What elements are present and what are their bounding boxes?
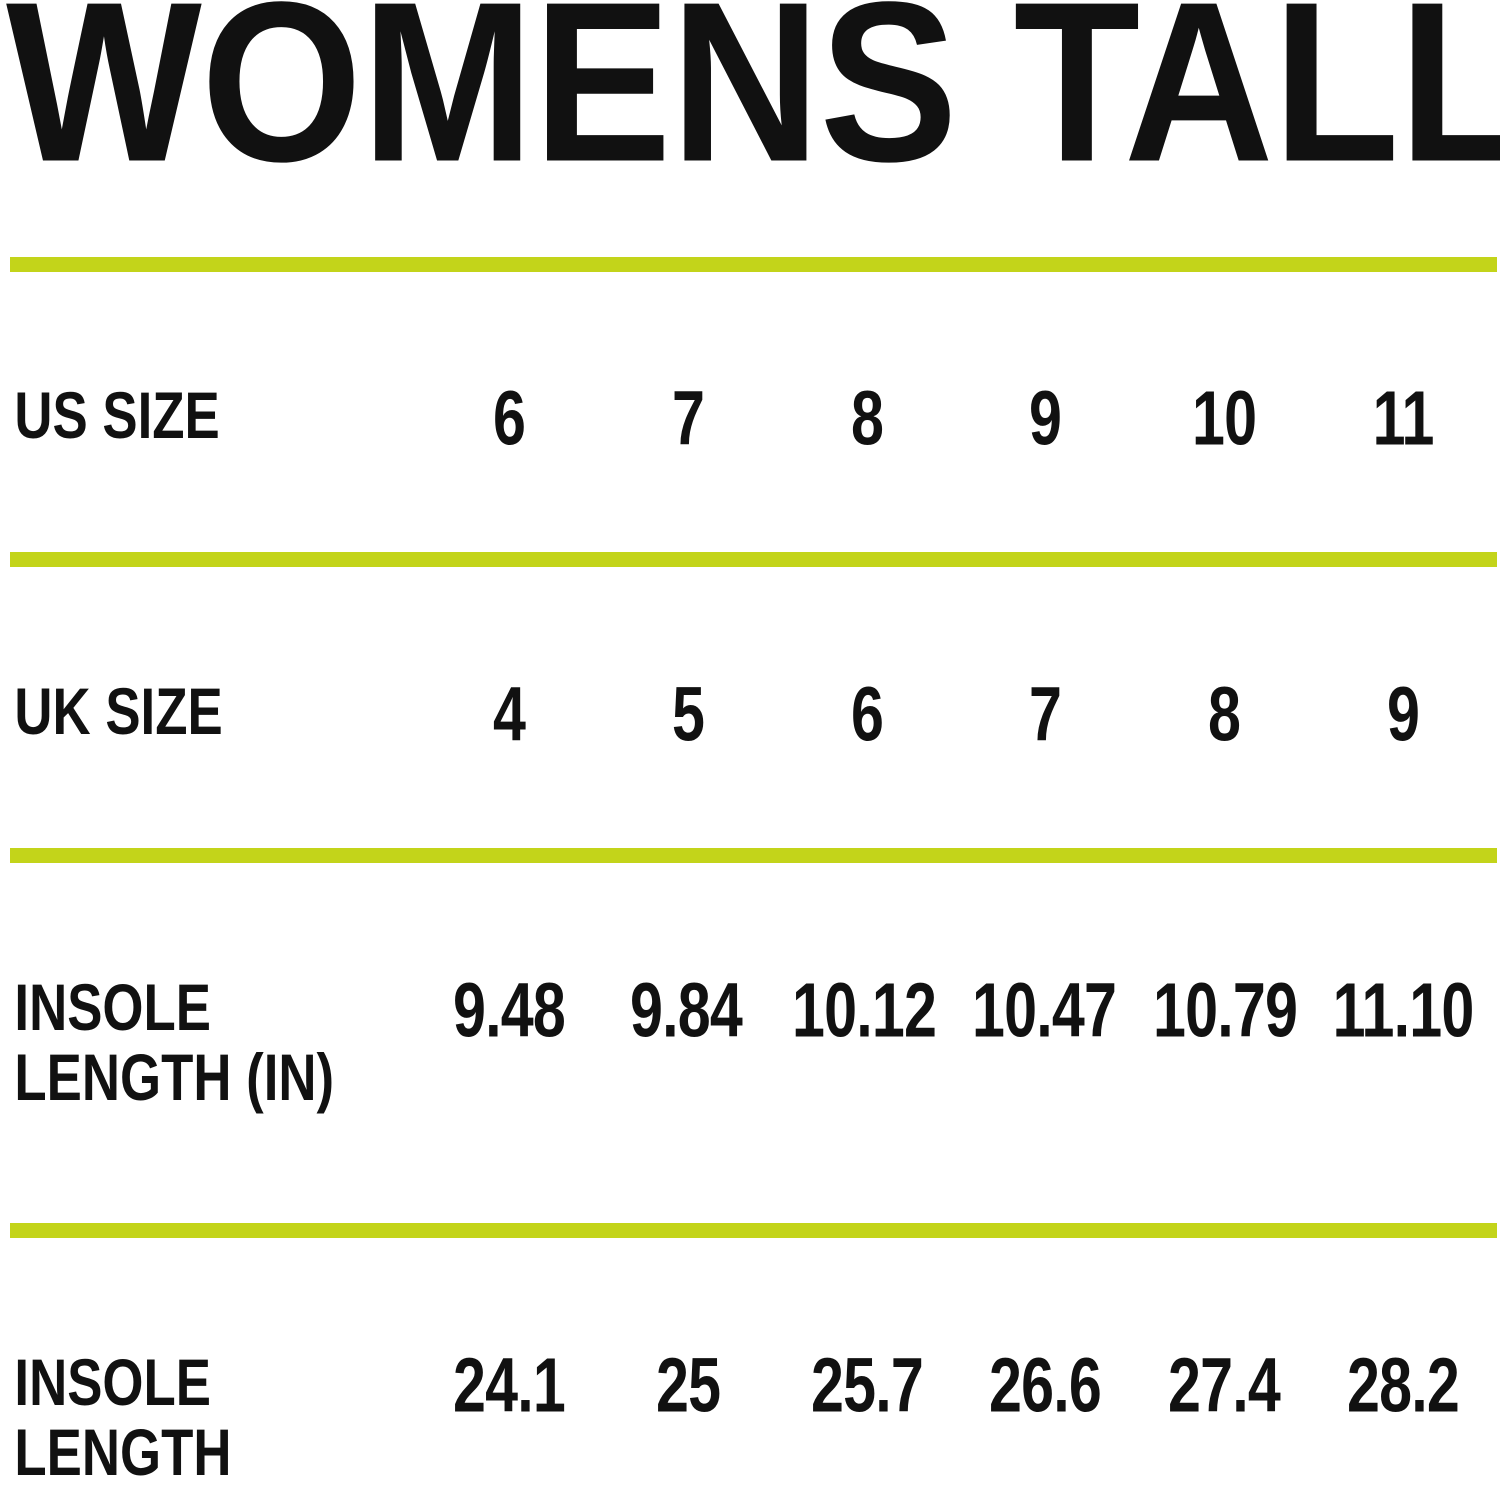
cell-value: 10.12	[792, 966, 937, 1054]
table-cell: 8	[1135, 670, 1314, 758]
divider-rule-4	[10, 1223, 1497, 1238]
table-row-uk-size: UK SIZE 4 5 6 7 8 9	[0, 670, 1500, 758]
table-cell: 25.7	[777, 1341, 956, 1429]
cell-value: 9	[1386, 670, 1420, 758]
cell-value: 8	[850, 374, 884, 462]
table-cell: 10.12	[774, 966, 954, 1054]
table-cell: 10	[1135, 374, 1314, 462]
row-values-uk-size: 4 5 6 7 8 9	[420, 670, 1500, 758]
table-cell: 4	[420, 670, 599, 758]
cell-value: 10.47	[972, 966, 1117, 1054]
table-cell: 9.48	[420, 966, 597, 1054]
cell-value: 9.48	[452, 966, 566, 1054]
row-label-insole-length-cm: INSOLE LENGTH (CM)	[14, 1345, 232, 1486]
page-title: WOMENS TALL BOOTS	[6, 0, 1500, 210]
cell-value: 6	[493, 374, 526, 462]
table-cell: 11	[1313, 374, 1492, 462]
row-values-insole-length-cm: 24.1 25 25.7 26.6 27.4 28.2	[420, 1341, 1500, 1429]
table-cell: 10.79	[1135, 966, 1315, 1054]
cell-value: 9	[1029, 374, 1062, 462]
cell-value: 8	[1207, 670, 1241, 758]
cell-value: 9.84	[629, 966, 743, 1054]
table-cell: 11.10	[1315, 966, 1492, 1054]
row-label-uk-size: UK SIZE	[14, 674, 223, 748]
cell-value: 7	[671, 374, 705, 462]
cell-value: 24.1	[453, 1341, 566, 1429]
divider-rule-3	[10, 848, 1497, 863]
table-cell: 24.1	[420, 1341, 599, 1429]
table-cell: 7	[599, 374, 778, 462]
cell-value: 7	[1029, 670, 1062, 758]
cell-value: 26.6	[989, 1341, 1102, 1429]
cell-value: 4	[493, 670, 526, 758]
table-cell: 10.47	[954, 966, 1134, 1054]
cell-value: 27.4	[1168, 1341, 1281, 1429]
table-cell: 9	[1313, 670, 1492, 758]
table-cell: 27.4	[1135, 1341, 1314, 1429]
table-cell: 6	[420, 374, 599, 462]
table-cell: 8	[777, 374, 956, 462]
row-label-us-size: US SIZE	[14, 378, 220, 452]
cell-value: 25.7	[810, 1341, 924, 1429]
table-cell: 5	[599, 670, 778, 758]
row-values-insole-length-in: 9.48 9.84 10.12 10.47 10.79 11.10	[420, 966, 1500, 1054]
table-cell: 9	[956, 374, 1135, 462]
cell-value: 6	[850, 670, 884, 758]
cell-value: 11	[1372, 374, 1434, 462]
cell-value: 10	[1191, 374, 1257, 462]
table-row-us-size: US SIZE 6 7 8 9 10 11	[0, 374, 1500, 462]
cell-value: 28.2	[1346, 1341, 1460, 1429]
cell-value: 25	[655, 1341, 721, 1429]
table-row-insole-length-cm: INSOLE LENGTH (CM) 24.1 25 25.7 26.6 27.…	[0, 1341, 1500, 1486]
divider-rule-2	[10, 552, 1497, 567]
divider-rule-1	[10, 257, 1497, 272]
table-row-insole-length-in: INSOLE LENGTH (IN) 9.48 9.84 10.12 10.47…	[0, 966, 1500, 1114]
table-cell: 28.2	[1313, 1341, 1492, 1429]
table-cell: 7	[956, 670, 1135, 758]
table-cell: 9.84	[597, 966, 774, 1054]
cell-value: 10.79	[1152, 966, 1298, 1054]
cell-value: 5	[671, 670, 705, 758]
table-cell: 6	[777, 670, 956, 758]
row-label-insole-length-in: INSOLE LENGTH (IN)	[14, 970, 335, 1114]
cell-value: 11.10	[1332, 966, 1475, 1054]
row-values-us-size: 6 7 8 9 10 11	[420, 374, 1500, 462]
table-cell: 25	[599, 1341, 778, 1429]
table-cell: 26.6	[956, 1341, 1135, 1429]
